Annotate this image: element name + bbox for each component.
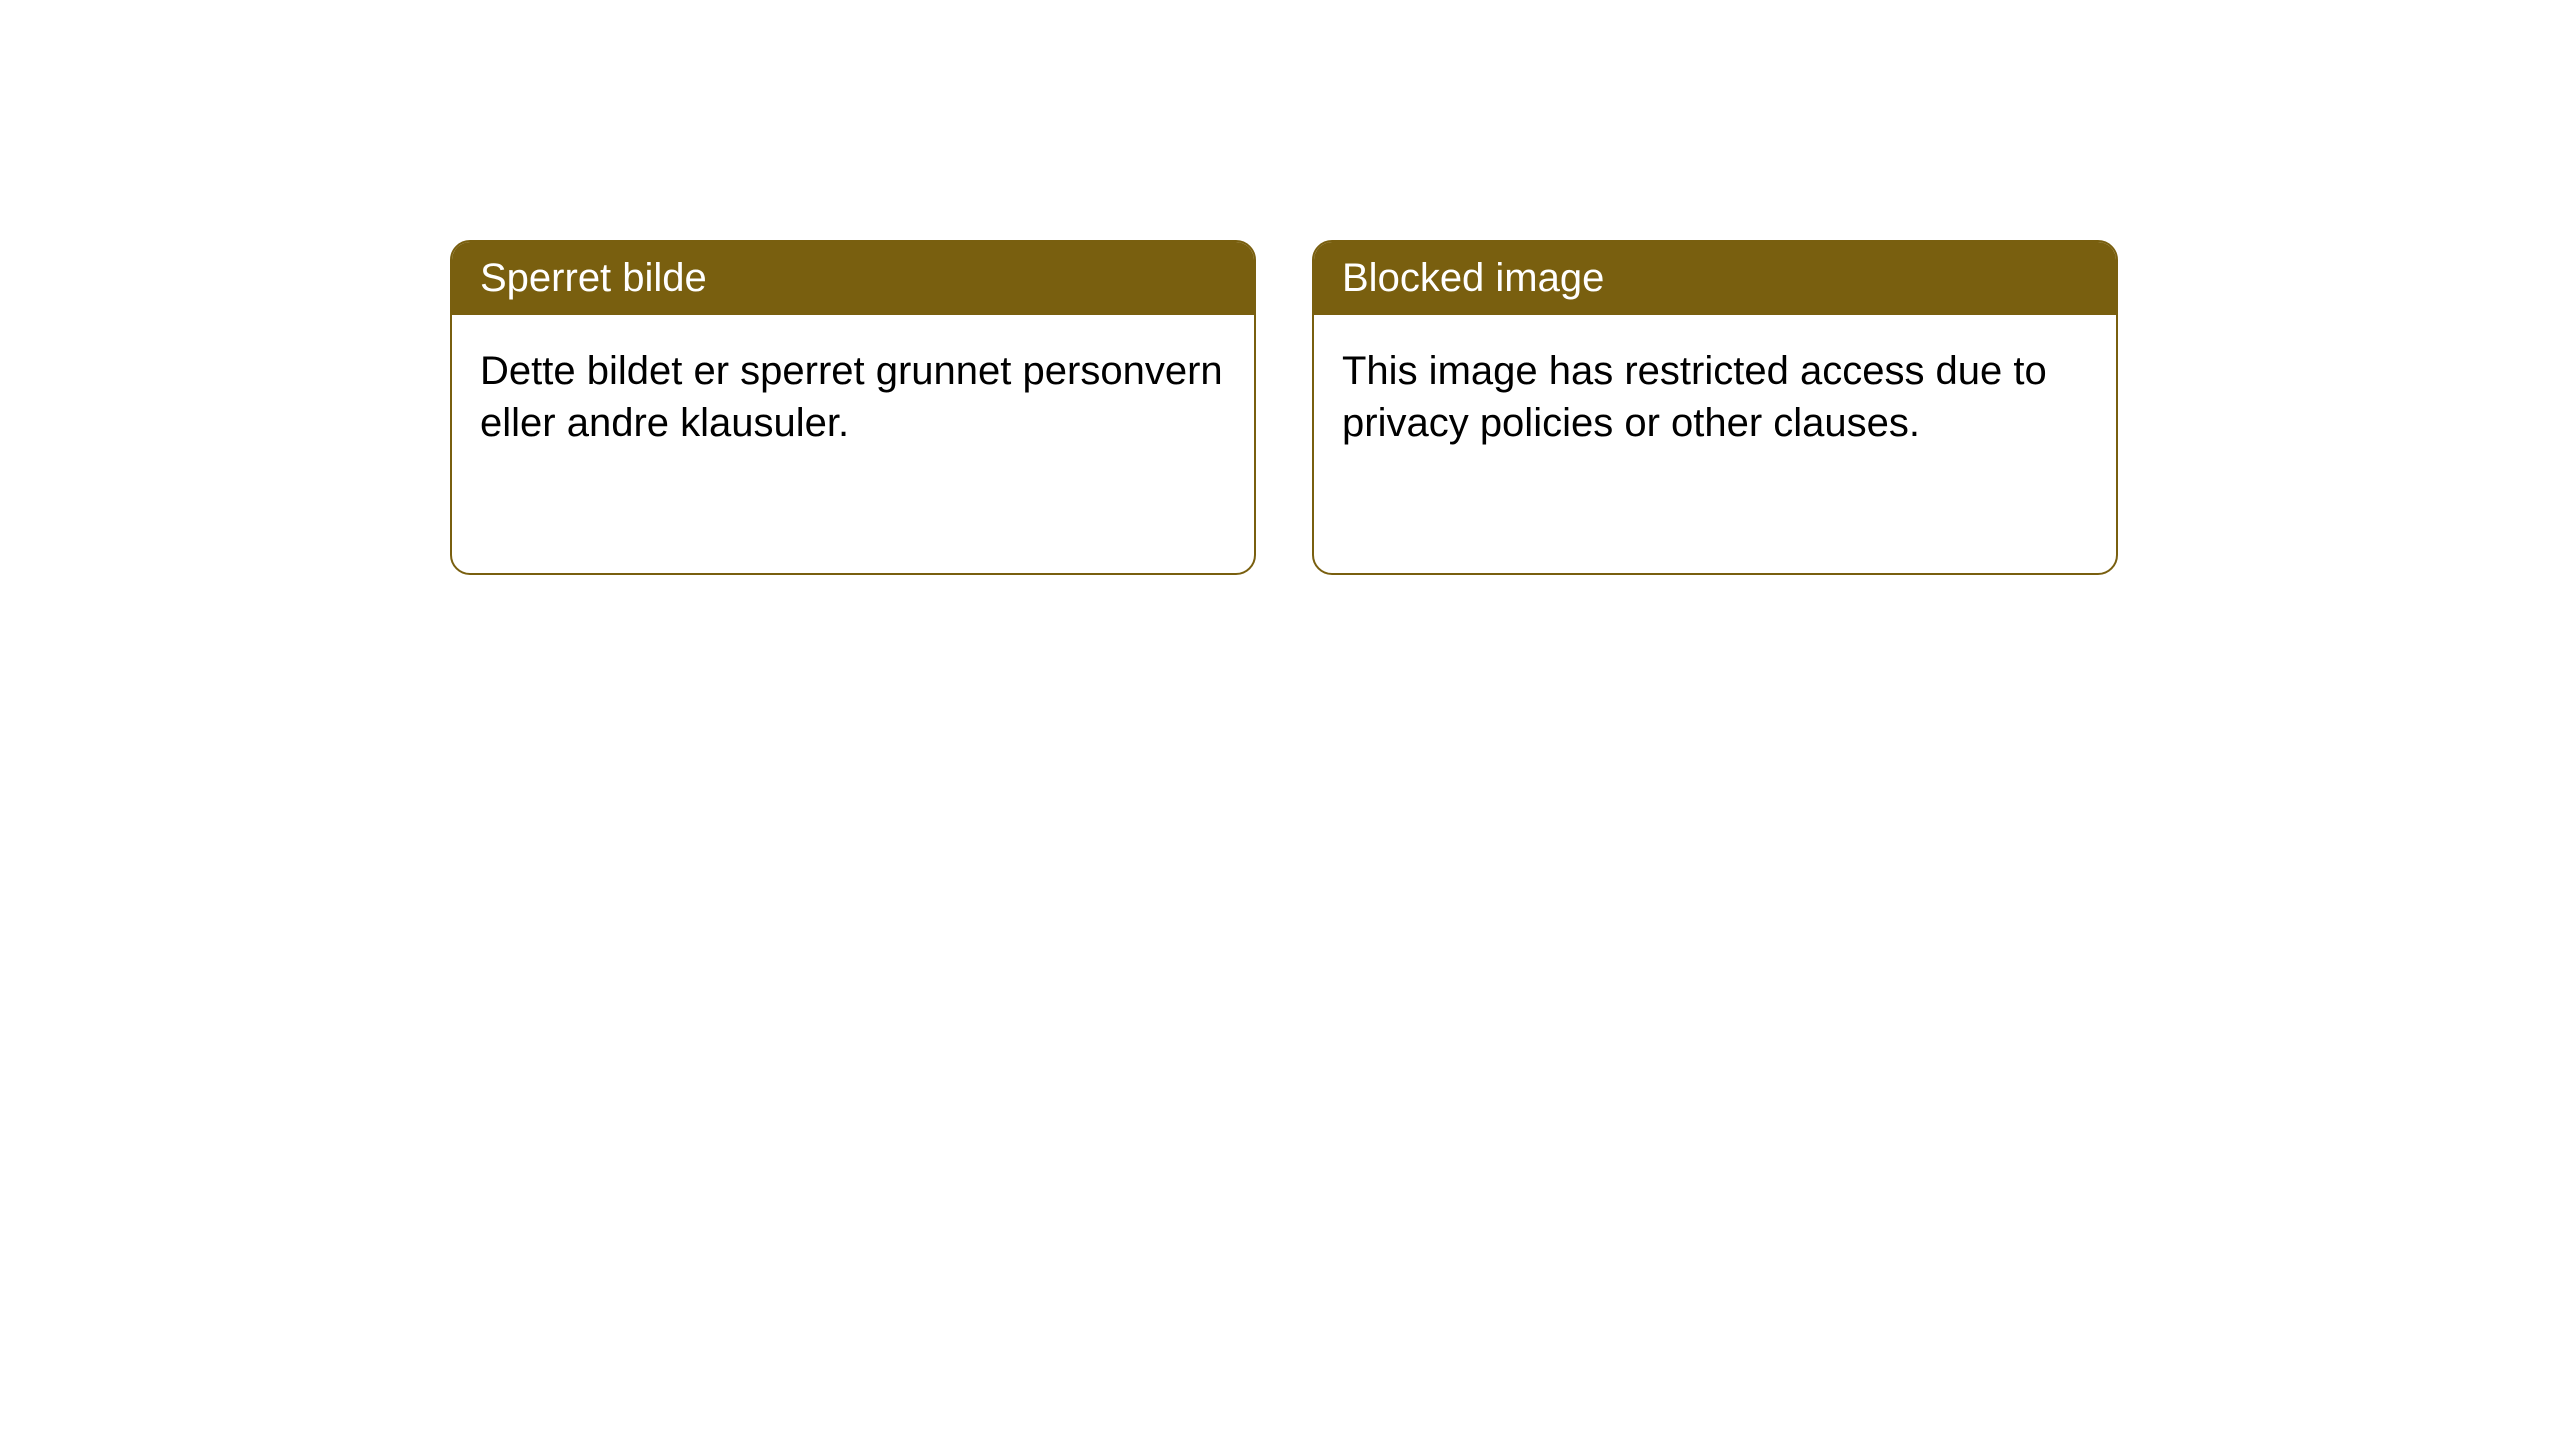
notice-card-english: Blocked image This image has restricted … [1312, 240, 2118, 575]
notice-container: Sperret bilde Dette bildet er sperret gr… [450, 240, 2118, 575]
notice-body-english: This image has restricted access due to … [1314, 315, 2116, 479]
notice-header-norwegian: Sperret bilde [452, 242, 1254, 315]
notice-card-norwegian: Sperret bilde Dette bildet er sperret gr… [450, 240, 1256, 575]
notice-body-norwegian: Dette bildet er sperret grunnet personve… [452, 315, 1254, 479]
notice-header-english: Blocked image [1314, 242, 2116, 315]
